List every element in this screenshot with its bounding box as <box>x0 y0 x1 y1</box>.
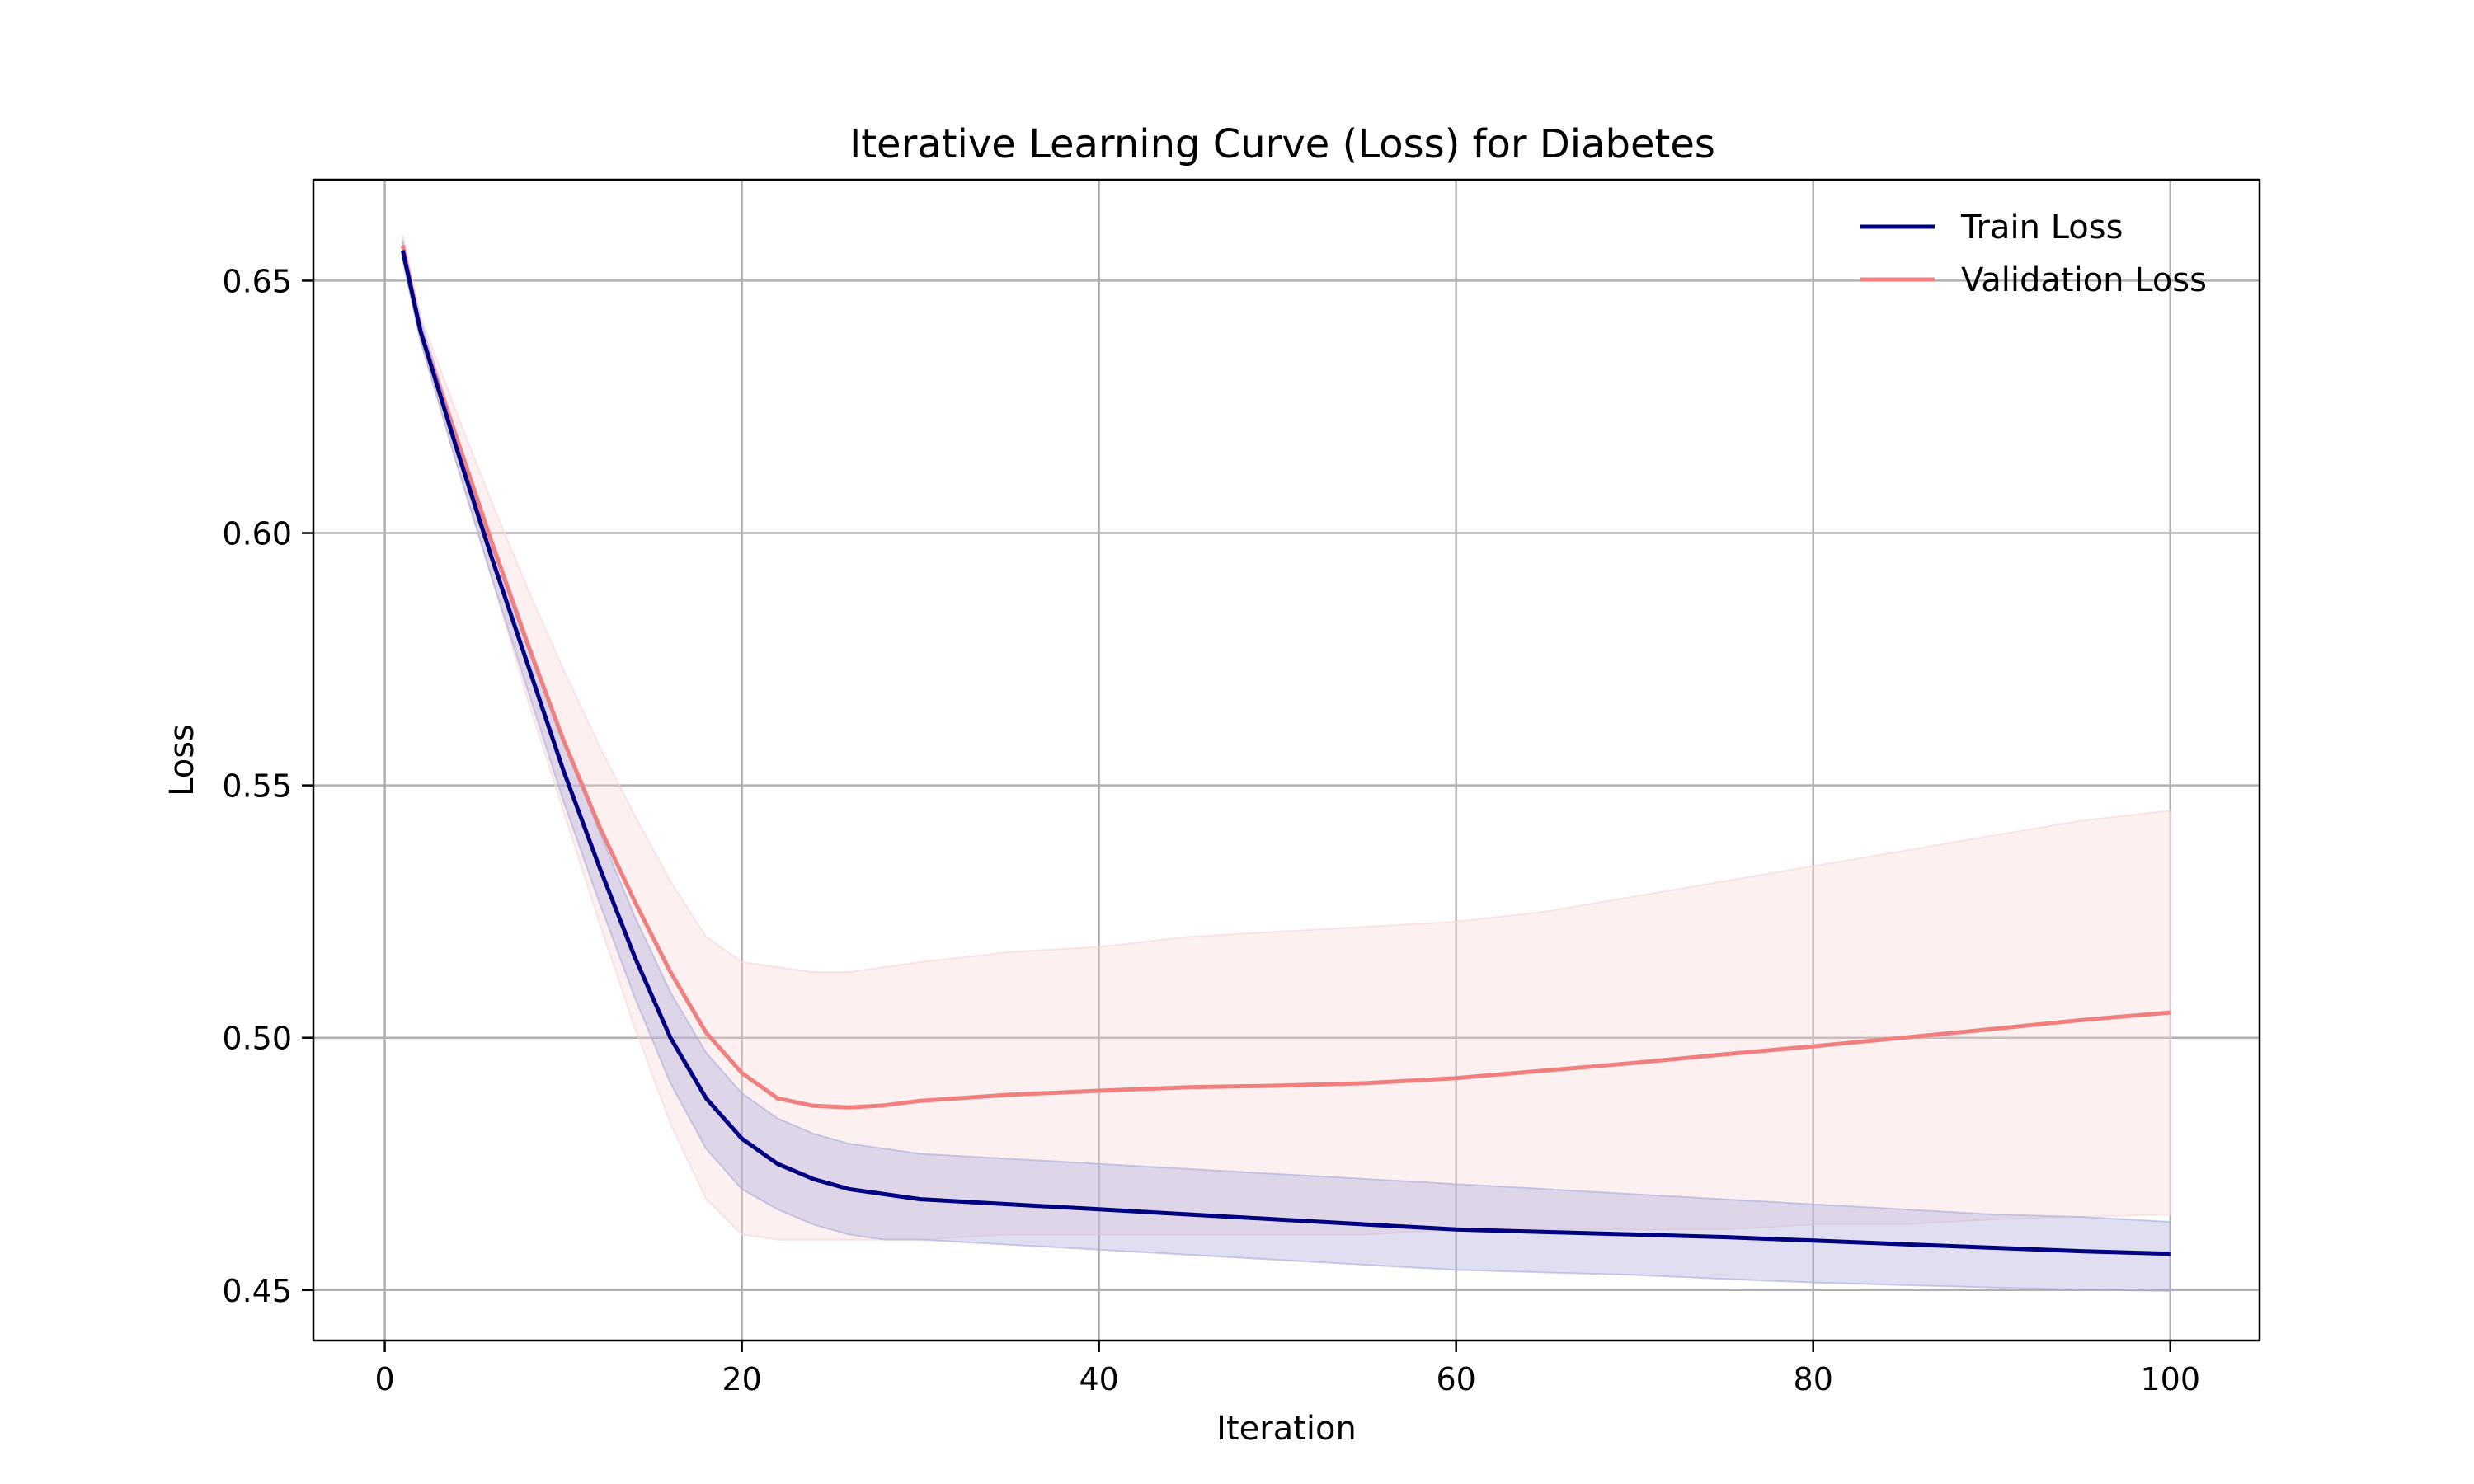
series-lines <box>400 245 2171 1256</box>
legend-label: Validation Loss <box>1961 261 2207 299</box>
confidence-band-train <box>402 240 2171 1293</box>
x-tick-label: 40 <box>1079 1361 1118 1397</box>
x-axis-ticks: 0 20 40 60 80 100 <box>375 1341 2200 1397</box>
y-tick-label: 0.60 <box>222 516 292 552</box>
y-tick-label: 0.50 <box>222 1021 292 1057</box>
x-tick-label: 100 <box>2140 1361 2200 1397</box>
legend-label: Train Loss <box>1960 209 2123 247</box>
x-tick-label: 60 <box>1437 1361 1476 1397</box>
x-tick-label: 20 <box>722 1361 761 1397</box>
y-tick-label: 0.65 <box>222 263 292 299</box>
y-axis-label: Loss <box>163 724 201 796</box>
y-tick-label: 0.55 <box>222 768 292 805</box>
confidence-bands <box>402 235 2171 1293</box>
chart-title: Iterative Learning Curve (Loss) for Diab… <box>849 121 1715 167</box>
x-tick-label: 80 <box>1794 1361 1833 1397</box>
series-line-train <box>400 250 2171 1256</box>
series-line-validation <box>400 245 2171 1110</box>
x-axis-label: Iteration <box>1216 1410 1357 1448</box>
legend: Train Loss Validation Loss <box>1860 209 2207 299</box>
plot-frame <box>312 178 2261 1342</box>
y-tick-label: 0.45 <box>222 1273 292 1309</box>
confidence-band-validation <box>402 235 2171 1241</box>
y-axis-ticks: 0.45 0.50 0.55 0.60 0.65 <box>222 263 313 1309</box>
x-tick-label: 0 <box>375 1361 395 1397</box>
